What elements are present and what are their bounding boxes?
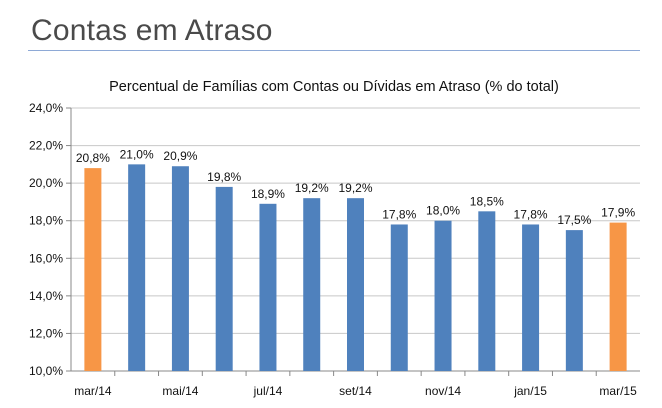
bar — [171, 166, 189, 371]
data-label: 20,8% — [76, 151, 110, 165]
x-tick-labels: mar/14 mai/14 jul/14 set/14 nov/14 jan/15 mar/… — [74, 384, 637, 398]
chart-title: Percentual de Famílias com Contas ou Dív… — [109, 79, 559, 95]
bar — [215, 186, 233, 371]
page-title: Contas em Atraso — [31, 14, 273, 47]
data-label: 19,2% — [295, 181, 329, 195]
bar — [609, 222, 627, 371]
x-tick-label: mai/14 — [162, 384, 198, 398]
x-tick-label: jul/14 — [253, 384, 283, 398]
bar — [259, 203, 277, 371]
title-divider — [28, 50, 640, 51]
data-label: 17,5% — [557, 213, 591, 227]
y-tick-label: 10,0% — [29, 364, 63, 378]
y-tick-label: 20,0% — [29, 176, 63, 190]
y-tick-label: 24,0% — [29, 101, 63, 115]
bar — [390, 224, 408, 371]
gridlines — [71, 107, 640, 334]
x-tick-label: mar/14 — [74, 384, 112, 398]
bar — [522, 224, 540, 371]
data-label: 17,9% — [601, 206, 635, 220]
x-tick-label: nov/14 — [425, 384, 461, 398]
x-tick-label: set/14 — [339, 384, 372, 398]
data-label: 21,0% — [120, 147, 154, 161]
data-label: 17,8% — [514, 207, 548, 221]
x-tick-label: mar/15 — [599, 384, 637, 398]
y-tick-label: 12,0% — [29, 326, 63, 340]
y-tick-labels: 10,0% 12,0% 14,0% 16,0% 18,0% 20,0% 22,0% 24,0% — [29, 101, 63, 378]
data-label: 19,2% — [338, 181, 372, 195]
bar — [303, 198, 321, 371]
data-label: 18,9% — [251, 187, 285, 201]
bar — [478, 211, 496, 371]
data-label: 19,8% — [207, 170, 241, 184]
bar — [84, 168, 102, 371]
data-labels: 20,8% 21,0% 20,9% 19,8% 18,9% 19,2% 19,2% 17,8%… — [76, 147, 636, 227]
bar — [565, 230, 583, 371]
bars — [84, 164, 627, 371]
data-label: 18,5% — [470, 194, 504, 208]
data-label: 18,0% — [426, 204, 460, 218]
y-tick-label: 14,0% — [29, 289, 63, 303]
bar — [347, 198, 364, 371]
y-tick-label: 16,0% — [29, 251, 63, 265]
data-label: 17,8% — [382, 207, 416, 221]
y-tick-label: 22,0% — [29, 139, 63, 153]
bar — [128, 164, 146, 371]
data-label: 20,9% — [163, 149, 197, 163]
x-tick-label: jan/15 — [513, 384, 547, 398]
y-tick-label: 18,0% — [29, 214, 63, 228]
bar — [434, 220, 452, 371]
